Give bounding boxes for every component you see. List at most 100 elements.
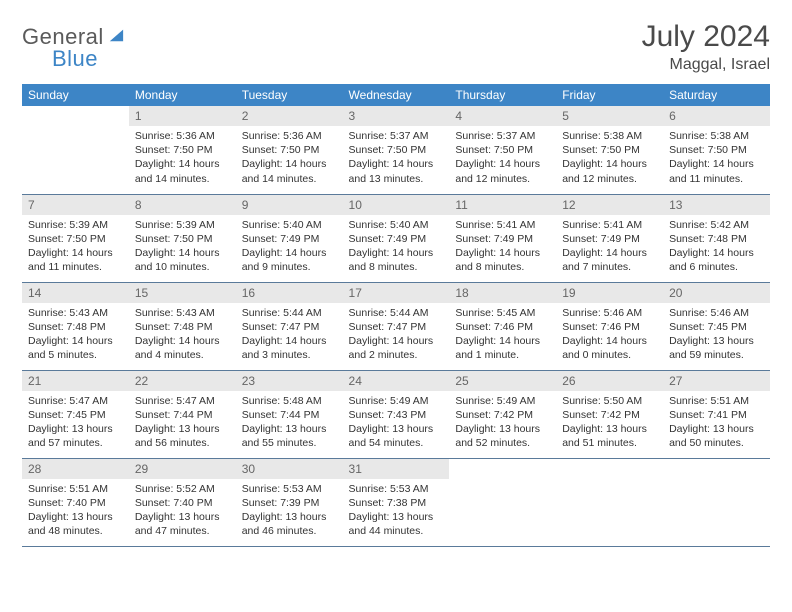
daylight-text: Daylight: 13 hours and 50 minutes. — [669, 422, 764, 450]
day-number: 29 — [129, 459, 236, 479]
sunrise-text: Sunrise: 5:49 AM — [349, 394, 444, 408]
day-number: 20 — [663, 283, 770, 303]
daylight-text: Daylight: 13 hours and 57 minutes. — [28, 422, 123, 450]
sunrise-text: Sunrise: 5:52 AM — [135, 482, 230, 496]
weekday-header: Thursday — [449, 84, 556, 106]
daylight-text: Daylight: 14 hours and 14 minutes. — [242, 157, 337, 185]
weekday-header: Saturday — [663, 84, 770, 106]
daylight-text: Daylight: 14 hours and 10 minutes. — [135, 246, 230, 274]
daylight-text: Daylight: 13 hours and 51 minutes. — [562, 422, 657, 450]
daylight-text: Daylight: 14 hours and 1 minute. — [455, 334, 550, 362]
day-cell: 16Sunrise: 5:44 AMSunset: 7:47 PMDayligh… — [236, 282, 343, 370]
day-details: Sunrise: 5:42 AMSunset: 7:48 PMDaylight:… — [663, 215, 770, 281]
day-number: 22 — [129, 371, 236, 391]
sunrise-text: Sunrise: 5:47 AM — [135, 394, 230, 408]
sunrise-text: Sunrise: 5:36 AM — [242, 129, 337, 143]
sunrise-text: Sunrise: 5:53 AM — [242, 482, 337, 496]
day-cell: 2 Sunrise: 5:36 AMSunset: 7:50 PMDaylight… — [236, 106, 343, 194]
day-number: 28 — [22, 459, 129, 479]
day-details: Sunrise: 5:43 AMSunset: 7:48 PMDaylight:… — [129, 303, 236, 369]
calendar-page: GeneralBlue July 2024 Maggal, Israel Sun… — [0, 0, 792, 547]
sunrise-text: Sunrise: 5:42 AM — [669, 218, 764, 232]
sunset-text: Sunset: 7:50 PM — [135, 143, 230, 157]
day-details: Sunrise: 5:46 AMSunset: 7:46 PMDaylight:… — [556, 303, 663, 369]
day-number: 24 — [343, 371, 450, 391]
sunset-text: Sunset: 7:49 PM — [455, 232, 550, 246]
day-number: 9 — [236, 195, 343, 215]
day-details: Sunrise: 5:53 AMSunset: 7:39 PMDaylight:… — [236, 479, 343, 545]
daylight-text: Daylight: 13 hours and 47 minutes. — [135, 510, 230, 538]
day-details: Sunrise: 5:38 AMSunset: 7:50 PMDaylight:… — [556, 126, 663, 192]
day-cell: 12Sunrise: 5:41 AMSunset: 7:49 PMDayligh… — [556, 194, 663, 282]
daylight-text: Daylight: 14 hours and 11 minutes. — [669, 157, 764, 185]
day-details: Sunrise: 5:40 AMSunset: 7:49 PMDaylight:… — [236, 215, 343, 281]
sunrise-text: Sunrise: 5:40 AM — [242, 218, 337, 232]
day-cell — [663, 458, 770, 546]
day-number: 1 — [129, 106, 236, 126]
sunrise-text: Sunrise: 5:36 AM — [135, 129, 230, 143]
calendar-week-row: 28Sunrise: 5:51 AMSunset: 7:40 PMDayligh… — [22, 458, 770, 546]
daylight-text: Daylight: 14 hours and 13 minutes. — [349, 157, 444, 185]
sunset-text: Sunset: 7:50 PM — [455, 143, 550, 157]
daylight-text: Daylight: 14 hours and 14 minutes. — [135, 157, 230, 185]
daylight-text: Daylight: 14 hours and 12 minutes. — [455, 157, 550, 185]
day-number: 11 — [449, 195, 556, 215]
sunset-text: Sunset: 7:50 PM — [242, 143, 337, 157]
day-details: Sunrise: 5:37 AMSunset: 7:50 PMDaylight:… — [449, 126, 556, 192]
sunrise-text: Sunrise: 5:39 AM — [28, 218, 123, 232]
day-cell — [22, 106, 129, 194]
day-cell: 9Sunrise: 5:40 AMSunset: 7:49 PMDaylight… — [236, 194, 343, 282]
day-number: 4 — [449, 106, 556, 126]
day-cell — [556, 458, 663, 546]
day-number: 18 — [449, 283, 556, 303]
day-details: Sunrise: 5:52 AMSunset: 7:40 PMDaylight:… — [129, 479, 236, 545]
daylight-text: Daylight: 14 hours and 4 minutes. — [135, 334, 230, 362]
sunset-text: Sunset: 7:45 PM — [28, 408, 123, 422]
day-number: 17 — [343, 283, 450, 303]
daylight-text: Daylight: 14 hours and 3 minutes. — [242, 334, 337, 362]
calendar-body: 1Sunrise: 5:36 AMSunset: 7:50 PMDaylight… — [22, 106, 770, 546]
calendar-week-row: 1Sunrise: 5:36 AMSunset: 7:50 PMDaylight… — [22, 106, 770, 194]
day-details: Sunrise: 5:39 AMSunset: 7:50 PMDaylight:… — [22, 215, 129, 281]
daylight-text: Daylight: 14 hours and 6 minutes. — [669, 246, 764, 274]
day-number: 23 — [236, 371, 343, 391]
sunset-text: Sunset: 7:49 PM — [242, 232, 337, 246]
weekday-header: Sunday — [22, 84, 129, 106]
sunrise-text: Sunrise: 5:41 AM — [455, 218, 550, 232]
day-cell: 14Sunrise: 5:43 AMSunset: 7:48 PMDayligh… — [22, 282, 129, 370]
daylight-text: Daylight: 13 hours and 46 minutes. — [242, 510, 337, 538]
daylight-text: Daylight: 14 hours and 12 minutes. — [562, 157, 657, 185]
sail-icon — [107, 27, 125, 47]
sunrise-text: Sunrise: 5:43 AM — [28, 306, 123, 320]
sunset-text: Sunset: 7:40 PM — [28, 496, 123, 510]
sunrise-text: Sunrise: 5:43 AM — [135, 306, 230, 320]
day-details: Sunrise: 5:36 AMSunset: 7:50 PMDaylight:… — [129, 126, 236, 192]
day-details: Sunrise: 5:53 AMSunset: 7:38 PMDaylight:… — [343, 479, 450, 545]
sunset-text: Sunset: 7:43 PM — [349, 408, 444, 422]
day-number: 27 — [663, 371, 770, 391]
day-cell: 28Sunrise: 5:51 AMSunset: 7:40 PMDayligh… — [22, 458, 129, 546]
daylight-text: Daylight: 14 hours and 2 minutes. — [349, 334, 444, 362]
sunset-text: Sunset: 7:49 PM — [562, 232, 657, 246]
sunset-text: Sunset: 7:48 PM — [669, 232, 764, 246]
sunrise-text: Sunrise: 5:37 AM — [349, 129, 444, 143]
daylight-text: Daylight: 14 hours and 8 minutes. — [455, 246, 550, 274]
calendar-week-row: 7Sunrise: 5:39 AMSunset: 7:50 PMDaylight… — [22, 194, 770, 282]
weekday-header: Wednesday — [343, 84, 450, 106]
sunrise-text: Sunrise: 5:38 AM — [669, 129, 764, 143]
day-details: Sunrise: 5:44 AMSunset: 7:47 PMDaylight:… — [343, 303, 450, 369]
sunset-text: Sunset: 7:41 PM — [669, 408, 764, 422]
day-number: 2 — [236, 106, 343, 126]
day-details: Sunrise: 5:51 AMSunset: 7:41 PMDaylight:… — [663, 391, 770, 457]
sunrise-text: Sunrise: 5:51 AM — [669, 394, 764, 408]
day-cell: 6Sunrise: 5:38 AMSunset: 7:50 PMDaylight… — [663, 106, 770, 194]
sunset-text: Sunset: 7:50 PM — [28, 232, 123, 246]
sunrise-text: Sunrise: 5:46 AM — [562, 306, 657, 320]
day-cell: 27Sunrise: 5:51 AMSunset: 7:41 PMDayligh… — [663, 370, 770, 458]
sunrise-text: Sunrise: 5:44 AM — [349, 306, 444, 320]
day-cell: 10Sunrise: 5:40 AMSunset: 7:49 PMDayligh… — [343, 194, 450, 282]
day-details: Sunrise: 5:44 AMSunset: 7:47 PMDaylight:… — [236, 303, 343, 369]
sunrise-text: Sunrise: 5:44 AM — [242, 306, 337, 320]
brand-text-blue: Blue — [52, 46, 98, 71]
day-number: 30 — [236, 459, 343, 479]
